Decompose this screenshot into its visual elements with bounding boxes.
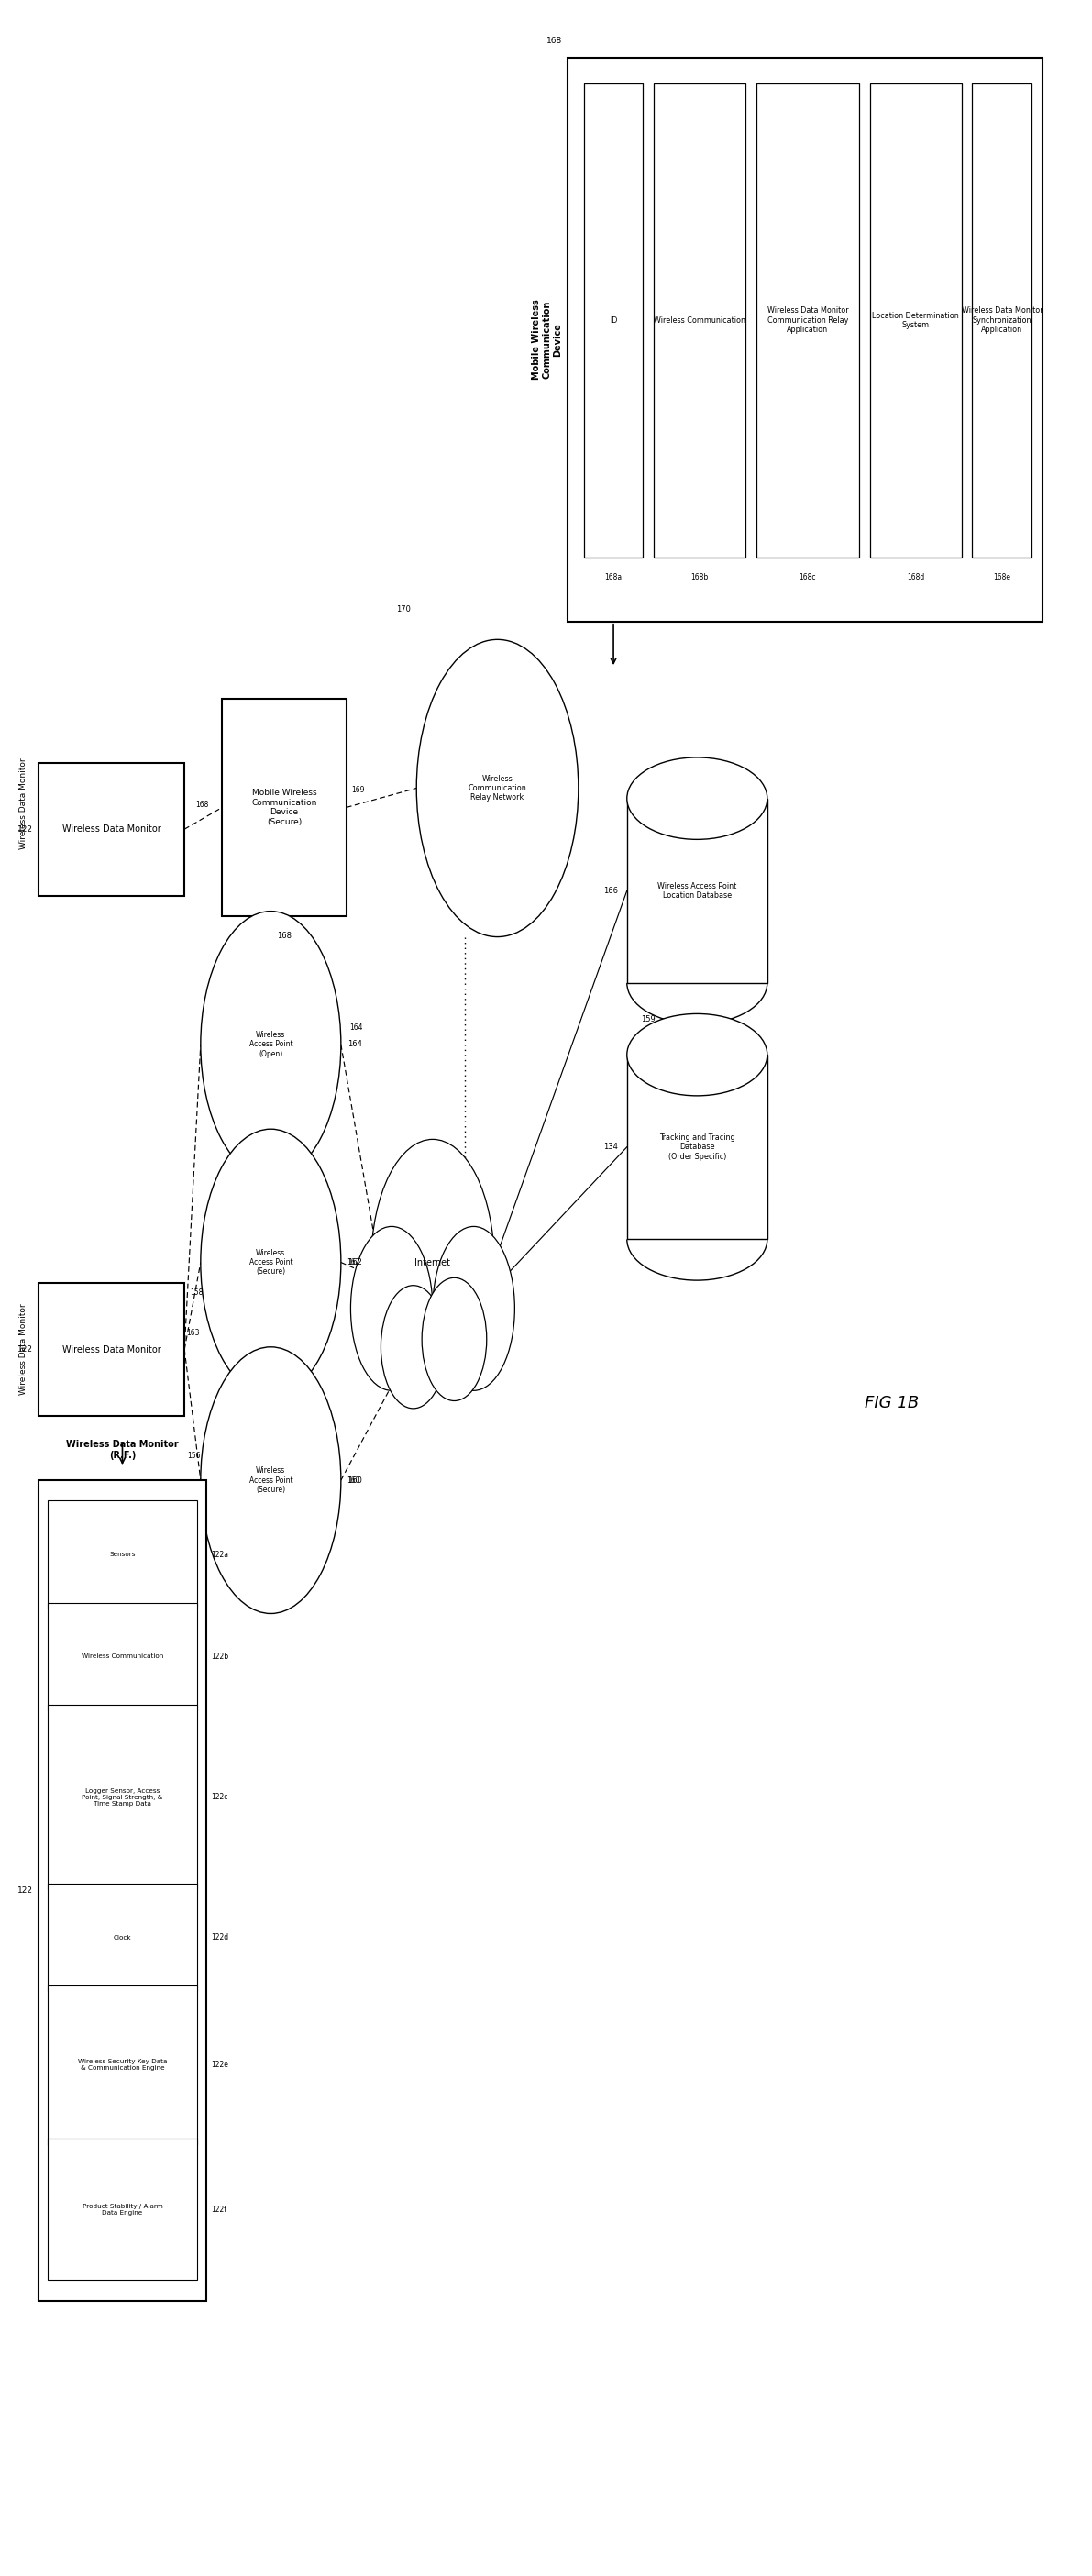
Text: 170: 170 (396, 605, 411, 613)
FancyBboxPatch shape (568, 57, 1043, 621)
Text: 122b: 122b (212, 1651, 229, 1662)
FancyBboxPatch shape (38, 1283, 185, 1417)
Text: Product Stability / Alarm
Data Engine: Product Stability / Alarm Data Engine (82, 2202, 163, 2215)
Ellipse shape (351, 1226, 432, 1391)
FancyBboxPatch shape (38, 1481, 206, 2300)
Text: Wireless Data Monitor: Wireless Data Monitor (62, 824, 161, 835)
Text: 166: 166 (604, 886, 618, 894)
Ellipse shape (201, 1347, 341, 1613)
FancyBboxPatch shape (47, 1705, 198, 1888)
FancyBboxPatch shape (38, 762, 185, 896)
Text: Wireless Data Monitor
Synchronization
Application: Wireless Data Monitor Synchronization Ap… (961, 307, 1043, 335)
FancyBboxPatch shape (47, 1502, 198, 1607)
Text: 163: 163 (186, 1329, 199, 1337)
Text: 122a: 122a (212, 1551, 229, 1558)
FancyBboxPatch shape (47, 1602, 198, 1710)
FancyBboxPatch shape (870, 82, 962, 556)
Ellipse shape (371, 1139, 495, 1386)
Text: 162: 162 (346, 1257, 359, 1267)
Text: 160: 160 (346, 1476, 359, 1484)
Text: 168c: 168c (799, 572, 816, 582)
Text: 168: 168 (277, 933, 292, 940)
Text: Wireless
Access Point
(Open): Wireless Access Point (Open) (249, 1030, 293, 1059)
Text: Location Determination
System: Location Determination System (873, 312, 959, 330)
Text: 160: 160 (347, 1476, 361, 1484)
FancyBboxPatch shape (47, 1986, 198, 2146)
Ellipse shape (422, 1278, 487, 1401)
FancyBboxPatch shape (972, 82, 1032, 556)
Text: Mobile Wireless
Communication
Device
(Secure): Mobile Wireless Communication Device (Se… (251, 788, 317, 827)
Text: Wireless Data Monitor: Wireless Data Monitor (62, 1345, 161, 1355)
Ellipse shape (416, 639, 579, 938)
Text: 122c: 122c (212, 1793, 228, 1801)
Text: 122e: 122e (212, 2061, 228, 2069)
Text: FIG 1B: FIG 1B (864, 1396, 918, 1412)
FancyBboxPatch shape (584, 82, 643, 556)
FancyBboxPatch shape (654, 82, 746, 556)
Text: 122d: 122d (212, 1935, 229, 1942)
Ellipse shape (627, 757, 768, 840)
Text: 122: 122 (17, 1886, 34, 1893)
Text: 164: 164 (347, 1041, 361, 1048)
Text: 168d: 168d (906, 572, 925, 582)
Ellipse shape (201, 1128, 341, 1396)
Text: 168b: 168b (691, 572, 709, 582)
Text: Wireless Security Key Data
& Communication Engine: Wireless Security Key Data & Communicati… (78, 2058, 167, 2071)
Text: Mobile Wireless
Communication
Device: Mobile Wireless Communication Device (532, 299, 562, 379)
Text: Logger Sensor, Access
Point, Signal Strength, &
Time Stamp Data: Logger Sensor, Access Point, Signal Stre… (82, 1788, 163, 1806)
Text: Wireless Data Monitor: Wireless Data Monitor (20, 757, 28, 850)
Bar (627, 1054, 768, 1239)
Text: 168a: 168a (605, 572, 622, 582)
Text: Wireless
Communication
Relay Network: Wireless Communication Relay Network (468, 775, 526, 801)
Ellipse shape (201, 912, 341, 1177)
Text: Internet: Internet (415, 1257, 451, 1267)
Text: Wireless Access Point
Location Database: Wireless Access Point Location Database (657, 881, 737, 899)
FancyBboxPatch shape (47, 2138, 198, 2280)
Text: Tracking and Tracing
Database
(Order Specific): Tracking and Tracing Database (Order Spe… (660, 1133, 735, 1162)
Ellipse shape (627, 1015, 768, 1095)
Text: Wireless Data Monitor: Wireless Data Monitor (20, 1303, 28, 1396)
Text: 162: 162 (347, 1257, 361, 1267)
Text: 169: 169 (352, 786, 365, 793)
Text: 159: 159 (641, 1015, 656, 1023)
FancyBboxPatch shape (47, 1883, 198, 1991)
Text: Wireless Data Monitor
Communication Relay
Application: Wireless Data Monitor Communication Rela… (767, 307, 848, 335)
Text: 134: 134 (604, 1144, 618, 1151)
Text: 156: 156 (188, 1450, 201, 1461)
Text: 168e: 168e (994, 572, 1011, 582)
Text: Sensors: Sensors (109, 1551, 135, 1558)
Text: 168: 168 (546, 36, 562, 44)
Text: Clock: Clock (114, 1935, 131, 1940)
Ellipse shape (432, 1226, 514, 1391)
Ellipse shape (381, 1285, 446, 1409)
Text: 168: 168 (195, 801, 209, 809)
Text: 122f: 122f (212, 2205, 227, 2213)
Text: 122: 122 (17, 1345, 34, 1352)
Text: Wireless
Access Point
(Secure): Wireless Access Point (Secure) (249, 1249, 293, 1275)
Text: 164: 164 (349, 1023, 363, 1030)
Text: Wireless Communication: Wireless Communication (654, 317, 746, 325)
Text: 158: 158 (190, 1288, 203, 1296)
Bar (627, 799, 768, 984)
Text: 122: 122 (17, 824, 34, 832)
FancyBboxPatch shape (757, 82, 859, 556)
Text: Wireless
Access Point
(Secure): Wireless Access Point (Secure) (249, 1466, 293, 1494)
Text: ID: ID (609, 317, 617, 325)
Text: Wireless Communication: Wireless Communication (82, 1654, 164, 1659)
FancyBboxPatch shape (222, 698, 346, 917)
Text: Wireless Data Monitor
(R.F.): Wireless Data Monitor (R.F.) (67, 1440, 179, 1461)
